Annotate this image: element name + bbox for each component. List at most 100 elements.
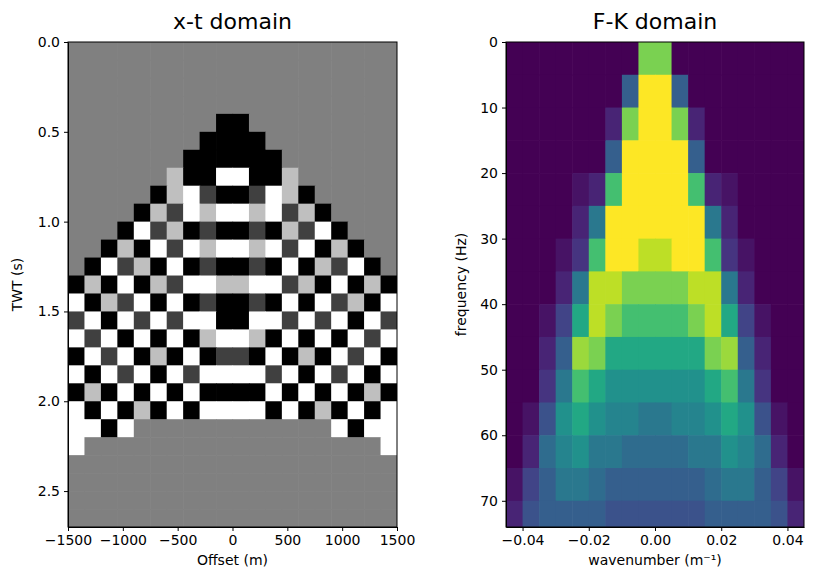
cell (348, 114, 365, 133)
cell (638, 140, 655, 173)
cell (381, 455, 397, 474)
cell (539, 75, 556, 108)
cell (150, 347, 167, 366)
cell (754, 140, 771, 173)
cell (216, 240, 233, 259)
cell (506, 402, 523, 435)
cell (298, 509, 315, 527)
cell (738, 370, 755, 403)
panel-title: x-t domain (173, 9, 292, 34)
cell (381, 293, 397, 312)
cell (655, 271, 672, 304)
cell (589, 501, 606, 527)
cell (68, 150, 85, 169)
tick-mark (64, 132, 68, 133)
cell (655, 435, 672, 468)
cell (381, 60, 397, 79)
cell (68, 168, 85, 187)
cell (298, 293, 315, 312)
cell (589, 42, 606, 75)
cell (282, 365, 299, 384)
cell (622, 140, 639, 173)
cell (117, 473, 134, 492)
cell (622, 370, 639, 403)
cell (754, 468, 771, 501)
cell (233, 329, 250, 348)
cell (605, 239, 622, 272)
cell (233, 222, 250, 241)
cell (282, 401, 299, 420)
tick: 0.00 (640, 527, 671, 548)
cell (738, 304, 755, 337)
cell (265, 383, 282, 402)
cell (183, 42, 200, 61)
cell (117, 365, 134, 384)
cell (265, 150, 282, 169)
cell (233, 186, 250, 205)
cell (282, 491, 299, 510)
tick-label: −0.04 (502, 532, 545, 548)
cell (282, 419, 299, 438)
y-axis-line (68, 43, 69, 528)
cell (705, 75, 722, 108)
cell (315, 455, 332, 474)
cell (364, 222, 381, 241)
tick-label: −500 (159, 532, 197, 548)
cell (315, 42, 332, 61)
cell (134, 329, 151, 348)
cell (655, 304, 672, 337)
cell (506, 271, 523, 304)
cell (589, 173, 606, 206)
cell (183, 293, 200, 312)
cell (364, 132, 381, 151)
tick: 10 (480, 100, 506, 116)
cell (200, 60, 217, 79)
cell (167, 473, 184, 492)
cell (572, 304, 589, 337)
cell (331, 258, 348, 277)
tick-label: 20 (480, 165, 498, 181)
cell (523, 108, 540, 141)
cell (672, 42, 689, 75)
tick-mark (589, 527, 590, 531)
cell (84, 42, 101, 61)
cell (84, 401, 101, 420)
cell (364, 437, 381, 456)
cell (638, 370, 655, 403)
cell (249, 78, 266, 97)
tick: 1.5 (38, 303, 68, 319)
cell (134, 60, 151, 79)
cell (265, 78, 282, 97)
cell (638, 501, 655, 527)
cell (556, 108, 573, 141)
cell (539, 42, 556, 75)
cell (101, 258, 118, 277)
tick: 1500 (380, 527, 416, 548)
cell (183, 150, 200, 169)
cell (298, 150, 315, 169)
cell (216, 258, 233, 277)
cell (167, 96, 184, 115)
cell (754, 75, 771, 108)
cell (556, 402, 573, 435)
cell (688, 108, 705, 141)
cell (771, 140, 788, 173)
cell (738, 206, 755, 239)
cell (705, 468, 722, 501)
cell (672, 337, 689, 370)
tick-label: −1000 (100, 532, 147, 548)
cell (216, 222, 233, 241)
cell (506, 435, 523, 468)
cell (282, 329, 299, 348)
cell (233, 311, 250, 330)
cell (134, 42, 151, 61)
cell (249, 150, 266, 169)
cell (200, 186, 217, 205)
tick: 0 (489, 34, 506, 50)
cell (233, 365, 250, 384)
cell (216, 437, 233, 456)
cell (572, 108, 589, 141)
cell (688, 75, 705, 108)
cell (622, 239, 639, 272)
cell (315, 509, 332, 527)
